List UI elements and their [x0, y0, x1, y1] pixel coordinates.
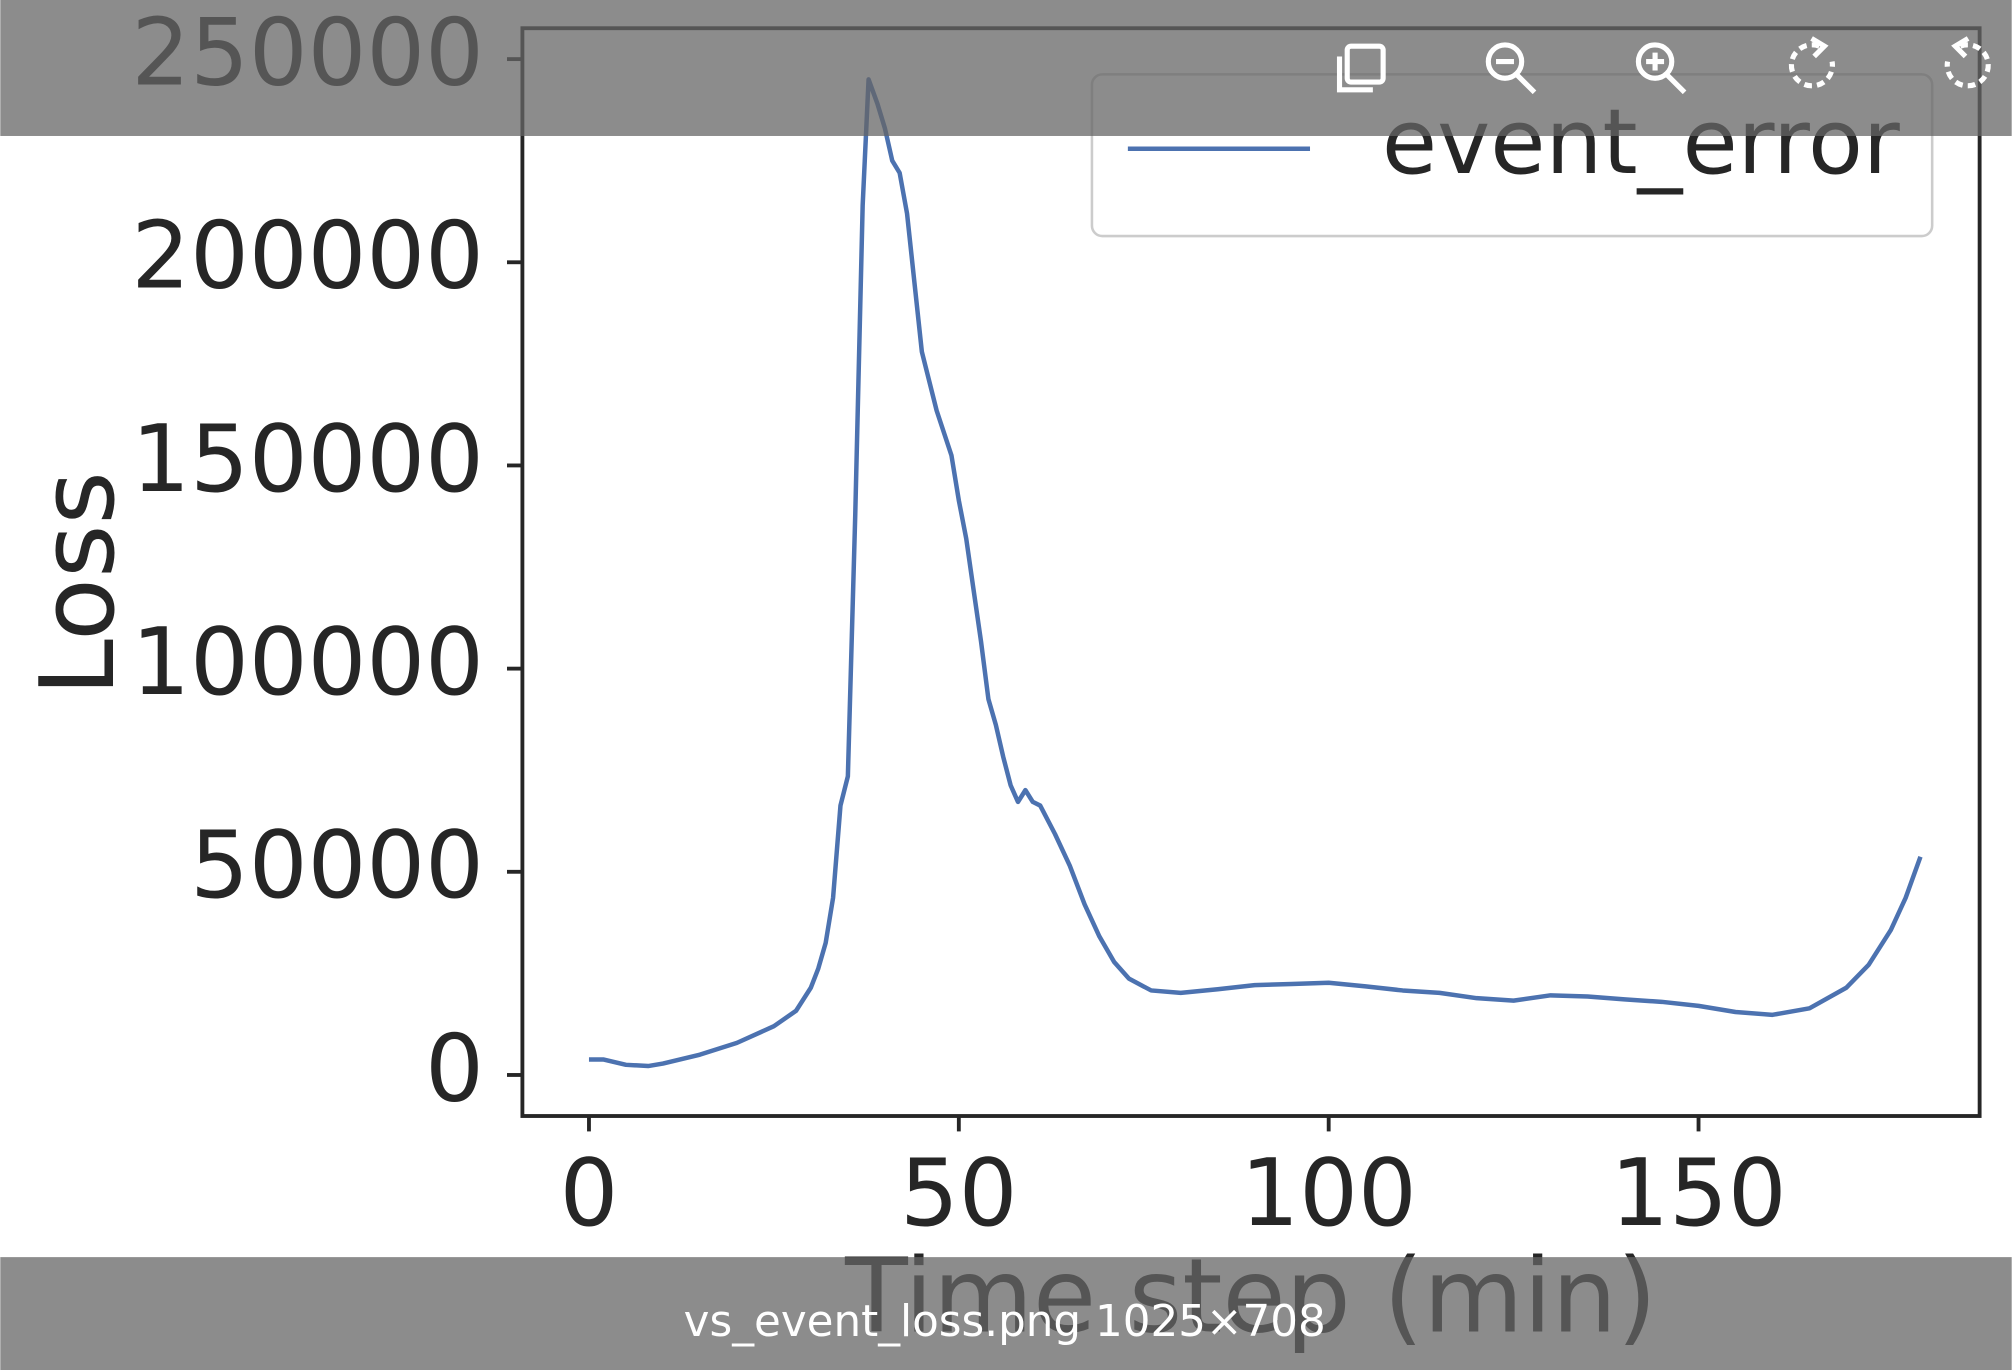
copy-button[interactable] — [1336, 43, 1386, 93]
image-caption: vs_event_loss.png 1025×708 — [684, 1297, 1326, 1347]
y-axis-label: Loss — [19, 471, 138, 696]
rotate-left-button[interactable] — [1944, 36, 1991, 89]
rotate-right-button[interactable] — [1788, 36, 1836, 89]
zoom-in-button[interactable] — [1635, 42, 1687, 95]
toolbar — [0, 0, 2012, 136]
data-line — [588, 77, 1923, 1069]
x-tick-label: 0 — [560, 1139, 619, 1247]
x-tick-label: 50 — [900, 1139, 1018, 1247]
x-tick-label: 150 — [1610, 1139, 1786, 1247]
caption-bar — [0, 1257, 2012, 1370]
y-tick-label: 50000 — [190, 811, 484, 919]
y-tick-label: 200000 — [131, 202, 484, 310]
y-tick-label: 150000 — [131, 405, 484, 513]
zoom-out-button[interactable] — [1485, 42, 1537, 95]
y-tick-label: 0 — [425, 1014, 484, 1122]
x-tick-label: 100 — [1241, 1139, 1417, 1247]
y-tick-label: 100000 — [131, 608, 484, 716]
toolbar-icons — [1336, 36, 1991, 95]
